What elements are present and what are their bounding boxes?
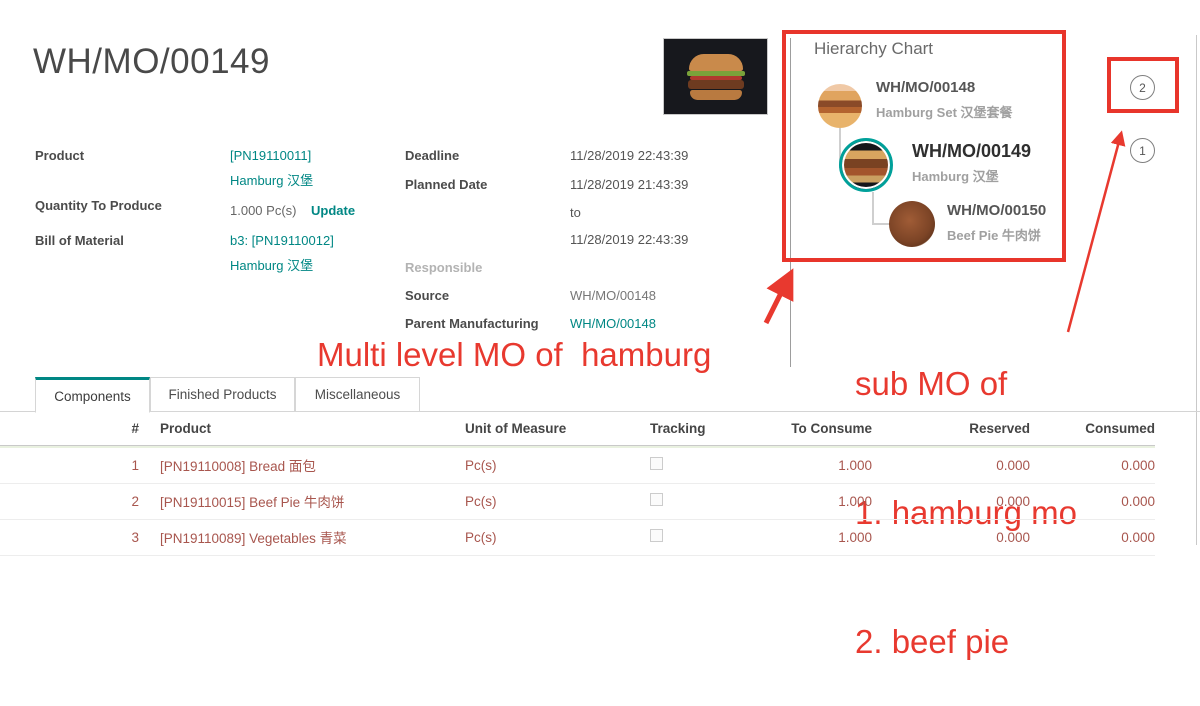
annotation-highlight-box-hierarchy — [782, 30, 1066, 262]
col-header-num[interactable]: # — [0, 413, 145, 446]
tree-connector-line — [839, 128, 841, 168]
col-header-product[interactable]: Product — [145, 413, 460, 446]
row-tracking — [645, 484, 755, 520]
row-tracking — [645, 446, 755, 484]
table-header-row: # Product Unit of Measure Tracking To Co… — [0, 413, 1155, 446]
planned-date-field-label: Planned Date — [405, 177, 488, 192]
hierarchy-node-avatar-beef-pie[interactable] — [889, 201, 935, 247]
annotation-text-multi-level: Multi level MO of hamburg — [317, 336, 712, 373]
notebook-border — [0, 411, 1200, 412]
row-to-consume: 1.000 — [755, 520, 872, 556]
quantity-value: 1.000 Pc(s) — [230, 203, 297, 218]
table-row[interactable]: 2 [PN19110015] Beef Pie 牛肉饼 Pc(s) 1.000 … — [0, 484, 1155, 520]
hierarchy-chart-title: Hierarchy Chart — [814, 39, 934, 58]
deadline-field-label: Deadline — [405, 148, 460, 163]
row-number: 2 — [0, 484, 145, 520]
hierarchy-node-avatar-hamburg-set[interactable] — [818, 84, 862, 128]
bom-link-line1[interactable]: b3: [PN19110012] — [230, 233, 334, 248]
page-title: WH/MO/00149 — [33, 42, 270, 81]
product-link-line2[interactable]: Hamburg 汉堡 — [230, 173, 314, 188]
table-row[interactable]: 3 [PN19110089] Vegetables 青菜 Pc(s) 1.000… — [0, 520, 1155, 556]
row-uom: Pc(s) — [460, 484, 645, 520]
source-value: WH/MO/00148 — [570, 288, 656, 303]
scrollbar-track[interactable] — [1196, 35, 1197, 545]
row-consumed: 0.000 — [1030, 484, 1155, 520]
row-uom: Pc(s) — [460, 520, 645, 556]
product-link-line1[interactable]: [PN19110011] — [230, 148, 312, 163]
col-header-reserved[interactable]: Reserved — [872, 413, 1030, 446]
row-product: [PN19110089] Vegetables 青菜 — [145, 520, 460, 556]
panel-divider-line — [790, 38, 791, 367]
row-consumed: 0.000 — [1030, 446, 1155, 484]
annotation-line: sub MO of — [855, 365, 1008, 402]
row-number: 3 — [0, 520, 145, 556]
tracking-checkbox[interactable] — [650, 493, 663, 506]
row-to-consume: 1.000 — [755, 484, 872, 520]
count-badge-2: 2 — [1130, 75, 1155, 100]
hierarchy-node-product: Hamburg 汉堡 — [912, 169, 999, 184]
source-field-label: Source — [405, 288, 450, 303]
tracking-checkbox[interactable] — [650, 457, 663, 470]
tree-connector-line — [872, 223, 891, 225]
planned-to-value: 11/28/2019 22:43:39 — [570, 232, 689, 247]
annotation-arrow-left-icon — [763, 268, 794, 325]
hierarchy-node-name[interactable]: WH/MO/00150 — [947, 202, 1047, 219]
parent-mo-link[interactable]: WH/MO/00148 — [570, 316, 656, 331]
deadline-value: 11/28/2019 22:43:39 — [570, 148, 689, 163]
hierarchy-node-avatar-hamburg-current[interactable] — [839, 138, 893, 192]
row-reserved: 0.000 — [872, 446, 1030, 484]
hierarchy-node-product: Hamburg Set 汉堡套餐 — [876, 105, 1013, 120]
row-consumed: 0.000 — [1030, 520, 1155, 556]
col-header-uom[interactable]: Unit of Measure — [460, 413, 645, 446]
responsible-field-label: Responsible — [405, 260, 483, 275]
col-header-consumed[interactable]: Consumed — [1030, 413, 1155, 446]
row-number: 1 — [0, 446, 145, 484]
row-uom: Pc(s) — [460, 446, 645, 484]
components-table: # Product Unit of Measure Tracking To Co… — [0, 413, 1155, 556]
row-tracking — [645, 520, 755, 556]
col-header-tracking[interactable]: Tracking — [645, 413, 755, 446]
tab-finished-products[interactable]: Finished Products — [150, 377, 295, 412]
quantity-field-label: Quantity To Produce — [35, 198, 162, 213]
annotation-line: 2. beef pie — [855, 623, 1010, 660]
row-reserved: 0.000 — [872, 484, 1030, 520]
product-field-label: Product — [35, 148, 85, 163]
table-row[interactable]: 1 [PN19110008] Bread 面包 Pc(s) 1.000 0.00… — [0, 446, 1155, 484]
annotation-line: 1. hamburg mo — [855, 494, 1077, 531]
hierarchy-node-name-current[interactable]: WH/MO/00149 — [912, 141, 1032, 161]
tab-miscellaneous[interactable]: Miscellaneous — [295, 377, 420, 412]
count-badge-1: 1 — [1130, 138, 1155, 163]
planned-from-value: 11/28/2019 21:43:39 — [570, 177, 689, 192]
product-photo — [663, 38, 768, 115]
col-header-to-consume[interactable]: To Consume — [755, 413, 872, 446]
tree-connector-line — [872, 192, 874, 225]
tracking-checkbox[interactable] — [650, 529, 663, 542]
bom-link-line2[interactable]: Hamburg 汉堡 — [230, 258, 314, 273]
tab-components[interactable]: Components — [35, 377, 150, 413]
update-button[interactable]: Update — [311, 203, 356, 218]
bom-field-label: Bill of Material — [35, 233, 124, 248]
row-product: [PN19110015] Beef Pie 牛肉饼 — [145, 484, 460, 520]
hierarchy-node-name[interactable]: WH/MO/00148 — [876, 79, 976, 96]
annotation-highlight-box-badge — [1107, 57, 1179, 113]
row-to-consume: 1.000 — [755, 446, 872, 484]
hierarchy-node-product: Beef Pie 牛肉饼 — [947, 228, 1041, 243]
planned-to-word: to — [570, 205, 581, 220]
parent-mo-field-label: Parent Manufacturing — [405, 316, 539, 331]
row-product: [PN19110008] Bread 面包 — [145, 446, 460, 484]
burger-image-icon — [686, 53, 745, 100]
row-reserved: 0.000 — [872, 520, 1030, 556]
